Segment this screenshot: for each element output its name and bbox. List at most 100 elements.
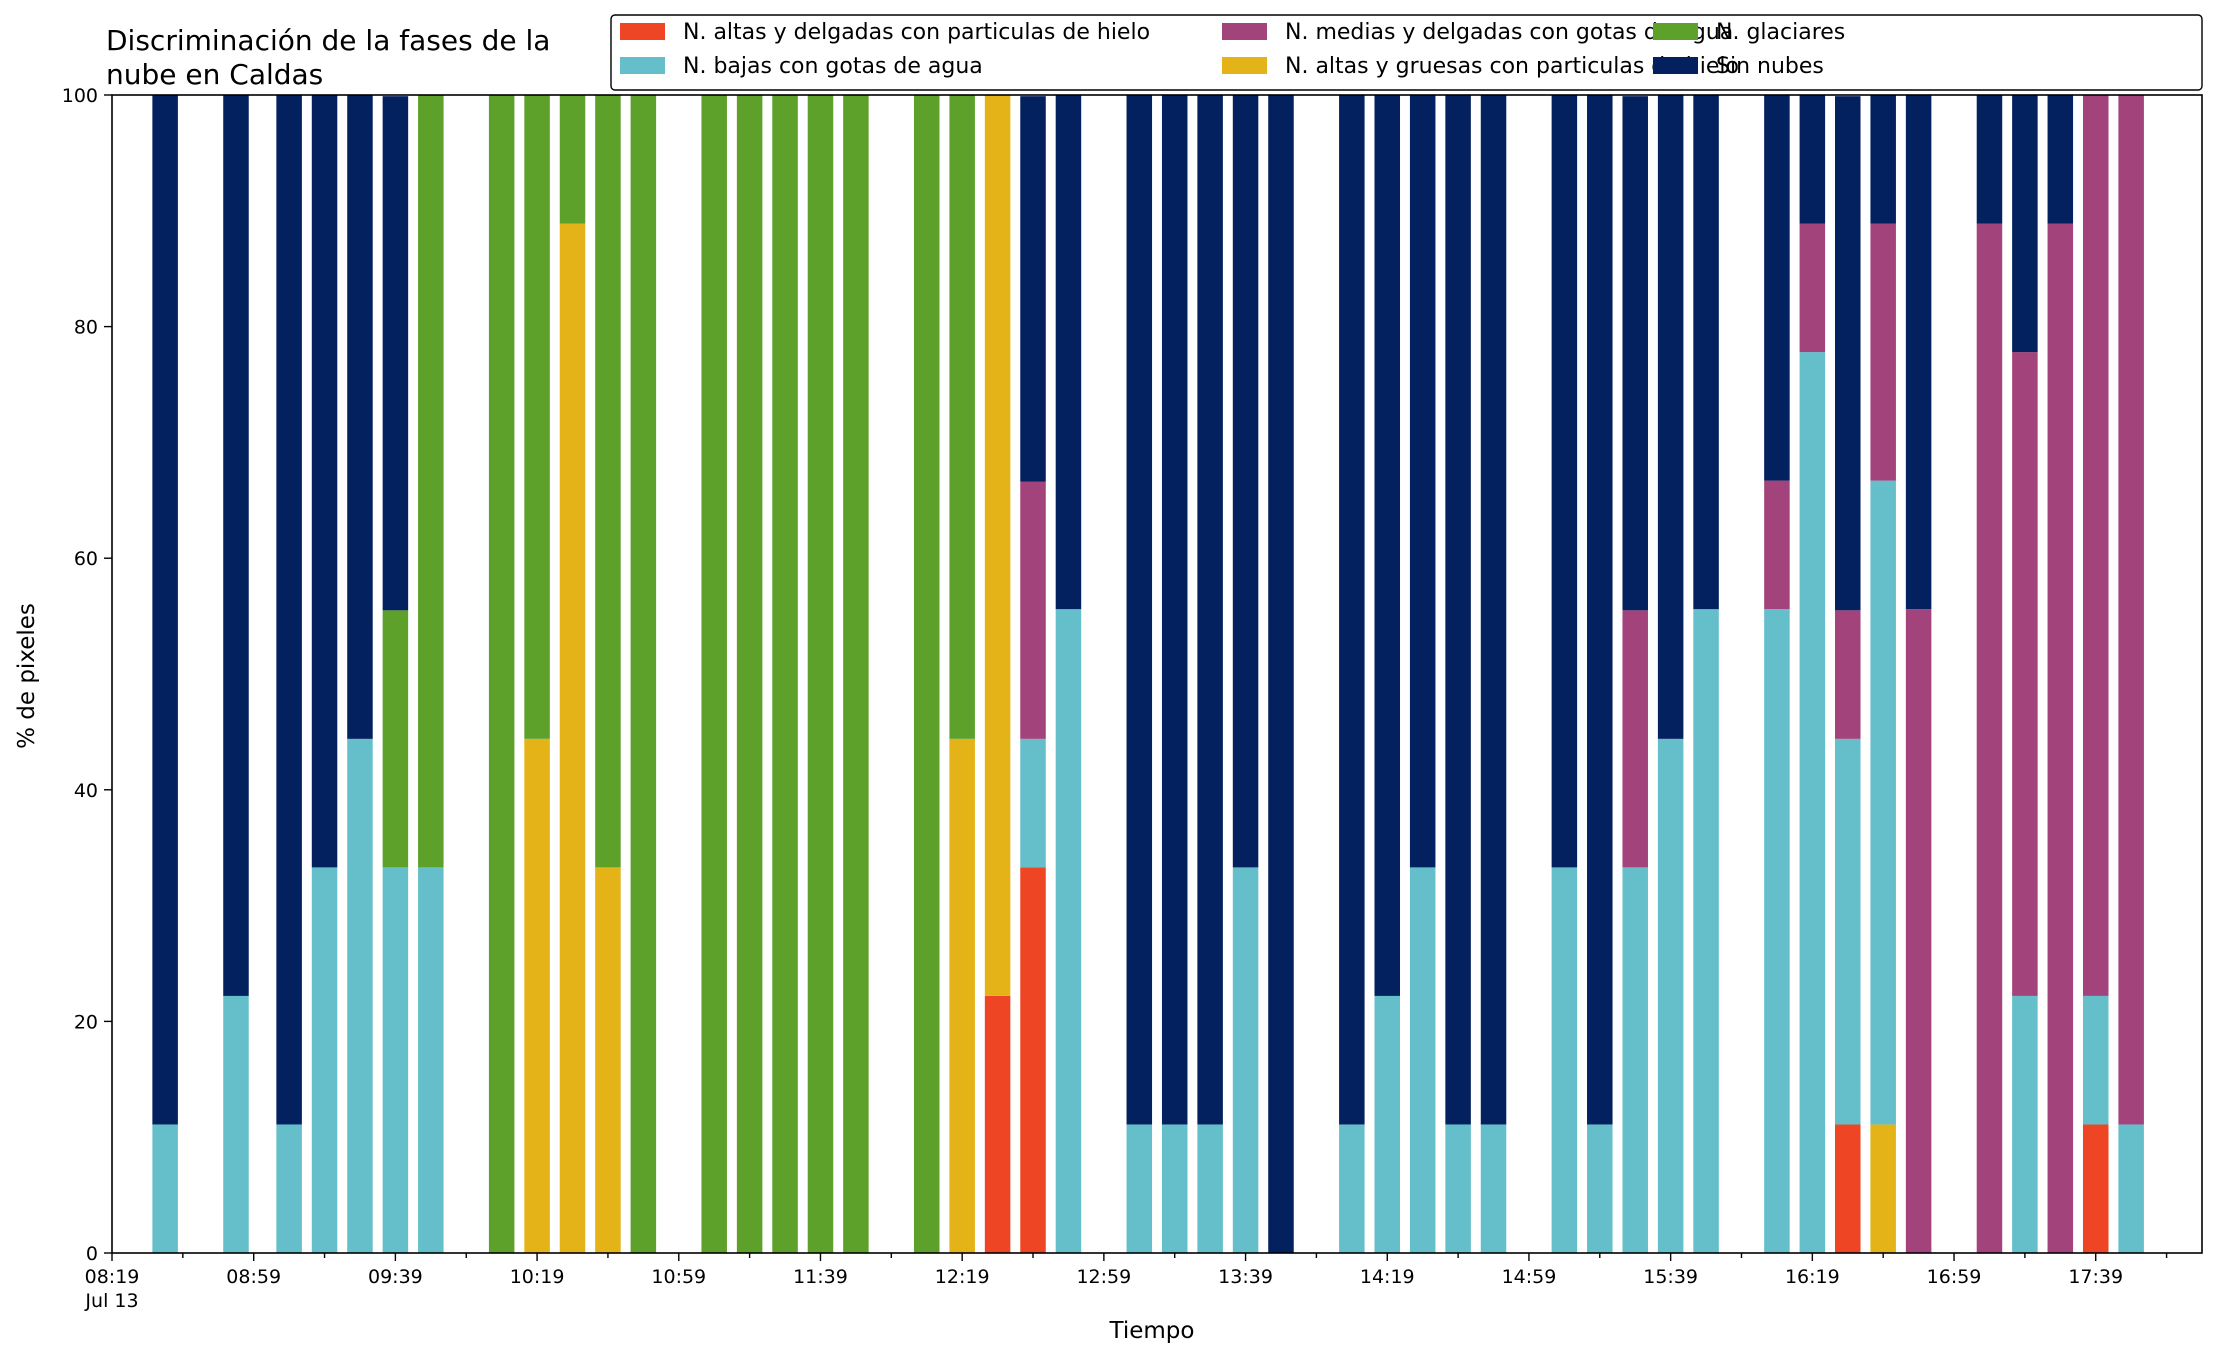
bar-1329-series-5 — [1197, 95, 1223, 1125]
chart-title-line-1: Discriminación de la fases de la — [106, 24, 550, 57]
bar-1629-series-0 — [1835, 1124, 1861, 1253]
bar-1539-series-2 — [1657, 738, 1684, 1253]
y-tick-label-60: 60 — [74, 548, 98, 570]
legend-label-1: N. bajas con gotas de agua — [683, 54, 983, 79]
x-tick-label-1739: 17:39 — [2068, 1266, 2123, 1288]
bar-1239-series-4 — [1020, 481, 1046, 739]
bar-1609-series-4 — [1764, 480, 1790, 610]
bar-0909-series-5 — [276, 95, 302, 1125]
plot-area-frame — [111, 94, 2203, 1254]
bar-1029-series-1 — [559, 223, 586, 1253]
bar-1439-series-2 — [1445, 1124, 1471, 1253]
bar-0909-series-2 — [276, 1124, 302, 1253]
bar-0949-series-3 — [418, 95, 444, 868]
chart-title: Discriminación de la fases de la nube en… — [106, 24, 550, 91]
legend-box — [610, 14, 2203, 91]
bar-0834-series-2 — [152, 1124, 178, 1253]
bar-0939-series-3 — [382, 610, 409, 868]
bar-1719-series-4 — [2012, 352, 2038, 996]
bar-0919-series-5 — [311, 95, 338, 868]
y-tick-label-0: 0 — [86, 1243, 98, 1265]
legend: N. altas y delgadas con particulas de hi… — [610, 14, 2203, 91]
x-tick-label-1619: 16:19 — [1785, 1266, 1840, 1288]
bar-0929-series-2 — [347, 738, 373, 1253]
bar-1319-series-5 — [1161, 95, 1188, 1125]
bar-1749-series-2 — [2118, 1124, 2144, 1253]
bar-1139-series-3 — [807, 95, 834, 1253]
bar-1239-series-2 — [1020, 738, 1046, 868]
bar-1319-series-2 — [1161, 1124, 1188, 1253]
bar-1119-series-3 — [736, 95, 763, 1253]
bar-1729-series-4 — [2047, 223, 2074, 1253]
bar-1209-series-3 — [913, 95, 940, 1253]
bar-1709-series-4 — [1976, 223, 2003, 1253]
bar-1509-series-5 — [1551, 95, 1578, 868]
x-tick-label-0939: 09:39 — [368, 1266, 423, 1288]
legend-label-4: N. glaciares — [1716, 20, 1845, 45]
bar-1509-series-2 — [1551, 867, 1578, 1253]
bar-1149-series-3 — [843, 95, 869, 1253]
legend-label-0: N. altas y delgadas con particulas de hi… — [683, 20, 1150, 45]
bar-1709-series-5 — [1976, 95, 2003, 224]
bar-1429-series-5 — [1409, 95, 1436, 868]
bar-1639-series-5 — [1870, 95, 1896, 224]
x-tick-label-1019: 10:19 — [510, 1266, 565, 1288]
bar-1629-series-2 — [1835, 738, 1861, 1125]
bar-1729-series-5 — [2047, 95, 2074, 224]
bar-1039-series-3 — [595, 95, 621, 868]
bar-1529-series-4 — [1622, 610, 1648, 868]
bar-1649-series-4 — [1905, 609, 1932, 1253]
bar-1619-series-4 — [1799, 223, 1826, 353]
x-tick-label-1419: 14:19 — [1360, 1266, 1415, 1288]
bar-1239-series-5 — [1020, 96, 1046, 482]
bar-1449-series-2 — [1480, 1124, 1507, 1253]
bar-0919-series-2 — [311, 867, 338, 1253]
bar-1409-series-2 — [1339, 1124, 1365, 1253]
x-tick-label-1339: 13:39 — [1218, 1266, 1273, 1288]
bar-1229-series-1 — [984, 95, 1011, 996]
bar-1339-series-2 — [1232, 867, 1259, 1253]
bar-1619-series-5 — [1799, 95, 1826, 224]
bars-layer — [152, 95, 2144, 1254]
bar-1519-series-2 — [1587, 1124, 1613, 1253]
bar-0929-series-5 — [347, 95, 373, 739]
y-tick-label-20: 20 — [74, 1011, 98, 1033]
bar-1719-series-2 — [2012, 995, 2038, 1253]
bar-1739-series-0 — [2082, 1124, 2109, 1253]
bar-0854-series-5 — [223, 95, 249, 996]
y-tick-label-80: 80 — [74, 317, 98, 339]
legend-swatch-2 — [1222, 23, 1267, 40]
bar-1129-series-3 — [772, 95, 798, 1253]
bar-1429-series-2 — [1409, 867, 1436, 1253]
bar-1609-series-5 — [1764, 95, 1790, 481]
y-tick-label-40: 40 — [74, 780, 98, 802]
bar-1629-series-4 — [1835, 610, 1861, 739]
bar-0939-series-2 — [382, 867, 409, 1253]
bar-1739-series-4 — [2082, 95, 2109, 996]
bar-1419-series-2 — [1374, 995, 1401, 1253]
bar-1639-series-2 — [1870, 480, 1896, 1125]
bar-0834-series-5 — [152, 95, 178, 1125]
x-axis-title: Tiempo — [1109, 1318, 1195, 1344]
y-axis-title: % de pixeles — [14, 603, 40, 749]
bar-1719-series-5 — [2012, 95, 2038, 353]
bar-1109-series-3 — [701, 95, 727, 1253]
bar-1749-series-4 — [2118, 95, 2144, 1125]
bar-1519-series-5 — [1587, 95, 1613, 1125]
x-tick-label-1659: 16:59 — [1927, 1266, 1982, 1288]
bar-1639-series-1 — [1870, 1124, 1896, 1253]
bar-1239-series-0 — [1020, 867, 1046, 1253]
bar-1549-series-5 — [1693, 95, 1719, 610]
x-tick-label-0819: 08:19 — [85, 1266, 140, 1288]
bar-1529-series-5 — [1622, 96, 1648, 611]
bar-1409-series-5 — [1339, 95, 1365, 1125]
bar-1039-series-1 — [595, 867, 621, 1253]
bar-1639-series-4 — [1870, 223, 1896, 481]
x-tick-label-1219: 12:19 — [935, 1266, 990, 1288]
y-tick-label-100: 100 — [62, 85, 98, 107]
x-tick-label-1059: 10:59 — [651, 1266, 706, 1288]
bar-0939-series-5 — [382, 96, 409, 611]
legend-swatch-0 — [620, 23, 665, 40]
